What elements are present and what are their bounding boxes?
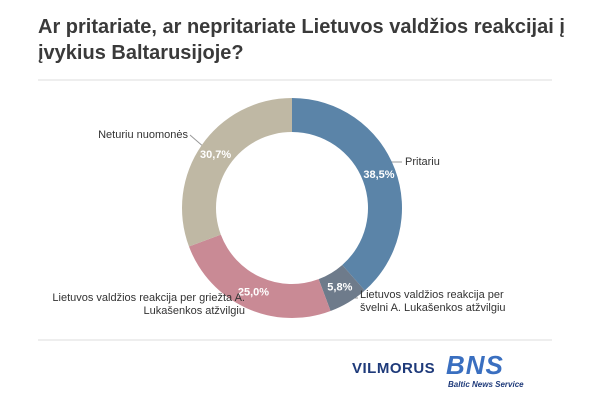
slice: [318, 265, 365, 312]
slice: [182, 98, 292, 247]
value-label: 5,8%: [327, 282, 352, 294]
logo-bns-sub: Baltic News Service: [448, 380, 524, 389]
value-label: 25,0%: [238, 287, 269, 299]
slice: [188, 234, 331, 318]
logo-vilmorus: VILMORUS: [352, 360, 436, 377]
logo-bns: BNS: [446, 350, 504, 380]
chart-title: Ar pritariate, ar nepritariate Lietuvos …: [38, 16, 565, 64]
value-label: 38,5%: [363, 169, 394, 181]
category-label: Neturiu nuomonės: [98, 129, 188, 141]
category-label: Pritariu: [405, 156, 440, 168]
value-label: 30,7%: [200, 149, 231, 161]
category-label: Lietuvos valdžios reakcija per švelni A.…: [360, 289, 506, 314]
category-label: Lietuvos valdžios reakcija per griežta A…: [52, 292, 245, 317]
slice: [292, 98, 402, 291]
